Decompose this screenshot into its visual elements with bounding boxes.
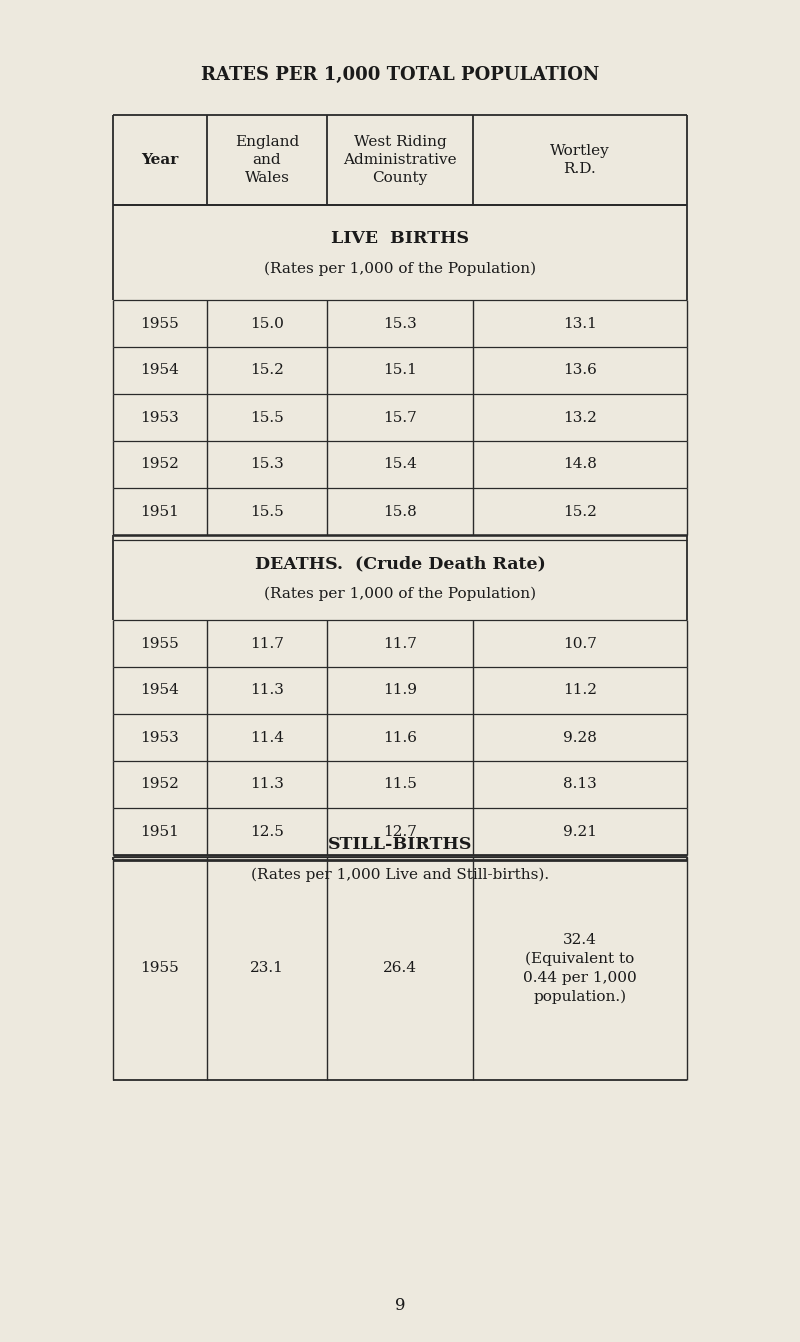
Text: 1954: 1954	[141, 364, 179, 377]
Text: 15.0: 15.0	[250, 317, 284, 330]
Text: 15.4: 15.4	[383, 458, 417, 471]
Text: RATES PER 1,000 TOTAL POPULATION: RATES PER 1,000 TOTAL POPULATION	[201, 66, 599, 85]
Text: (Rates per 1,000 Live and Still-births).: (Rates per 1,000 Live and Still-births).	[251, 867, 549, 882]
Text: 11.7: 11.7	[383, 636, 417, 651]
Text: (Rates per 1,000 of the Population): (Rates per 1,000 of the Population)	[264, 586, 536, 601]
Text: 14.8: 14.8	[563, 458, 597, 471]
Text: 12.5: 12.5	[250, 824, 284, 839]
Text: 9.28: 9.28	[563, 730, 597, 745]
Text: 1953: 1953	[141, 411, 179, 424]
Text: 15.8: 15.8	[383, 505, 417, 518]
Text: England
and
Wales: England and Wales	[235, 136, 299, 185]
Text: 11.7: 11.7	[250, 636, 284, 651]
Text: 15.5: 15.5	[250, 505, 284, 518]
Text: 9.21: 9.21	[563, 824, 597, 839]
Text: 1951: 1951	[141, 505, 179, 518]
Text: 10.7: 10.7	[563, 636, 597, 651]
Text: West Riding
Administrative
County: West Riding Administrative County	[343, 136, 457, 185]
Text: 8.13: 8.13	[563, 777, 597, 792]
Text: 11.6: 11.6	[383, 730, 417, 745]
Text: 15.1: 15.1	[383, 364, 417, 377]
Text: 1955: 1955	[141, 317, 179, 330]
Text: 11.4: 11.4	[250, 730, 284, 745]
Text: 15.3: 15.3	[383, 317, 417, 330]
Text: 1954: 1954	[141, 683, 179, 698]
Text: 1955: 1955	[141, 961, 179, 976]
Text: STILL-BIRTHS: STILL-BIRTHS	[328, 836, 472, 854]
Text: 1952: 1952	[141, 777, 179, 792]
Text: 11.3: 11.3	[250, 777, 284, 792]
Text: DEATHS.  (Crude Death Rate): DEATHS. (Crude Death Rate)	[254, 556, 546, 572]
Text: 12.7: 12.7	[383, 824, 417, 839]
Text: 11.9: 11.9	[383, 683, 417, 698]
Text: 11.2: 11.2	[563, 683, 597, 698]
Text: 9: 9	[394, 1296, 406, 1314]
Text: 26.4: 26.4	[383, 961, 417, 976]
Text: 1952: 1952	[141, 458, 179, 471]
Text: LIVE  BIRTHS: LIVE BIRTHS	[331, 229, 469, 247]
Text: 15.5: 15.5	[250, 411, 284, 424]
Text: 11.3: 11.3	[250, 683, 284, 698]
Text: 13.1: 13.1	[563, 317, 597, 330]
Text: 1955: 1955	[141, 636, 179, 651]
Text: 15.3: 15.3	[250, 458, 284, 471]
Text: 15.2: 15.2	[563, 505, 597, 518]
Text: 23.1: 23.1	[250, 961, 284, 976]
Text: 13.6: 13.6	[563, 364, 597, 377]
Text: 13.2: 13.2	[563, 411, 597, 424]
Text: 32.4
(Equivalent to
0.44 per 1,000
population.): 32.4 (Equivalent to 0.44 per 1,000 popul…	[523, 933, 637, 1004]
Text: 1953: 1953	[141, 730, 179, 745]
Text: 15.2: 15.2	[250, 364, 284, 377]
Text: (Rates per 1,000 of the Population): (Rates per 1,000 of the Population)	[264, 262, 536, 275]
Text: 11.5: 11.5	[383, 777, 417, 792]
Text: Wortley
R.D.: Wortley R.D.	[550, 144, 610, 176]
Text: Year: Year	[142, 153, 178, 166]
Text: 15.7: 15.7	[383, 411, 417, 424]
Text: 1951: 1951	[141, 824, 179, 839]
